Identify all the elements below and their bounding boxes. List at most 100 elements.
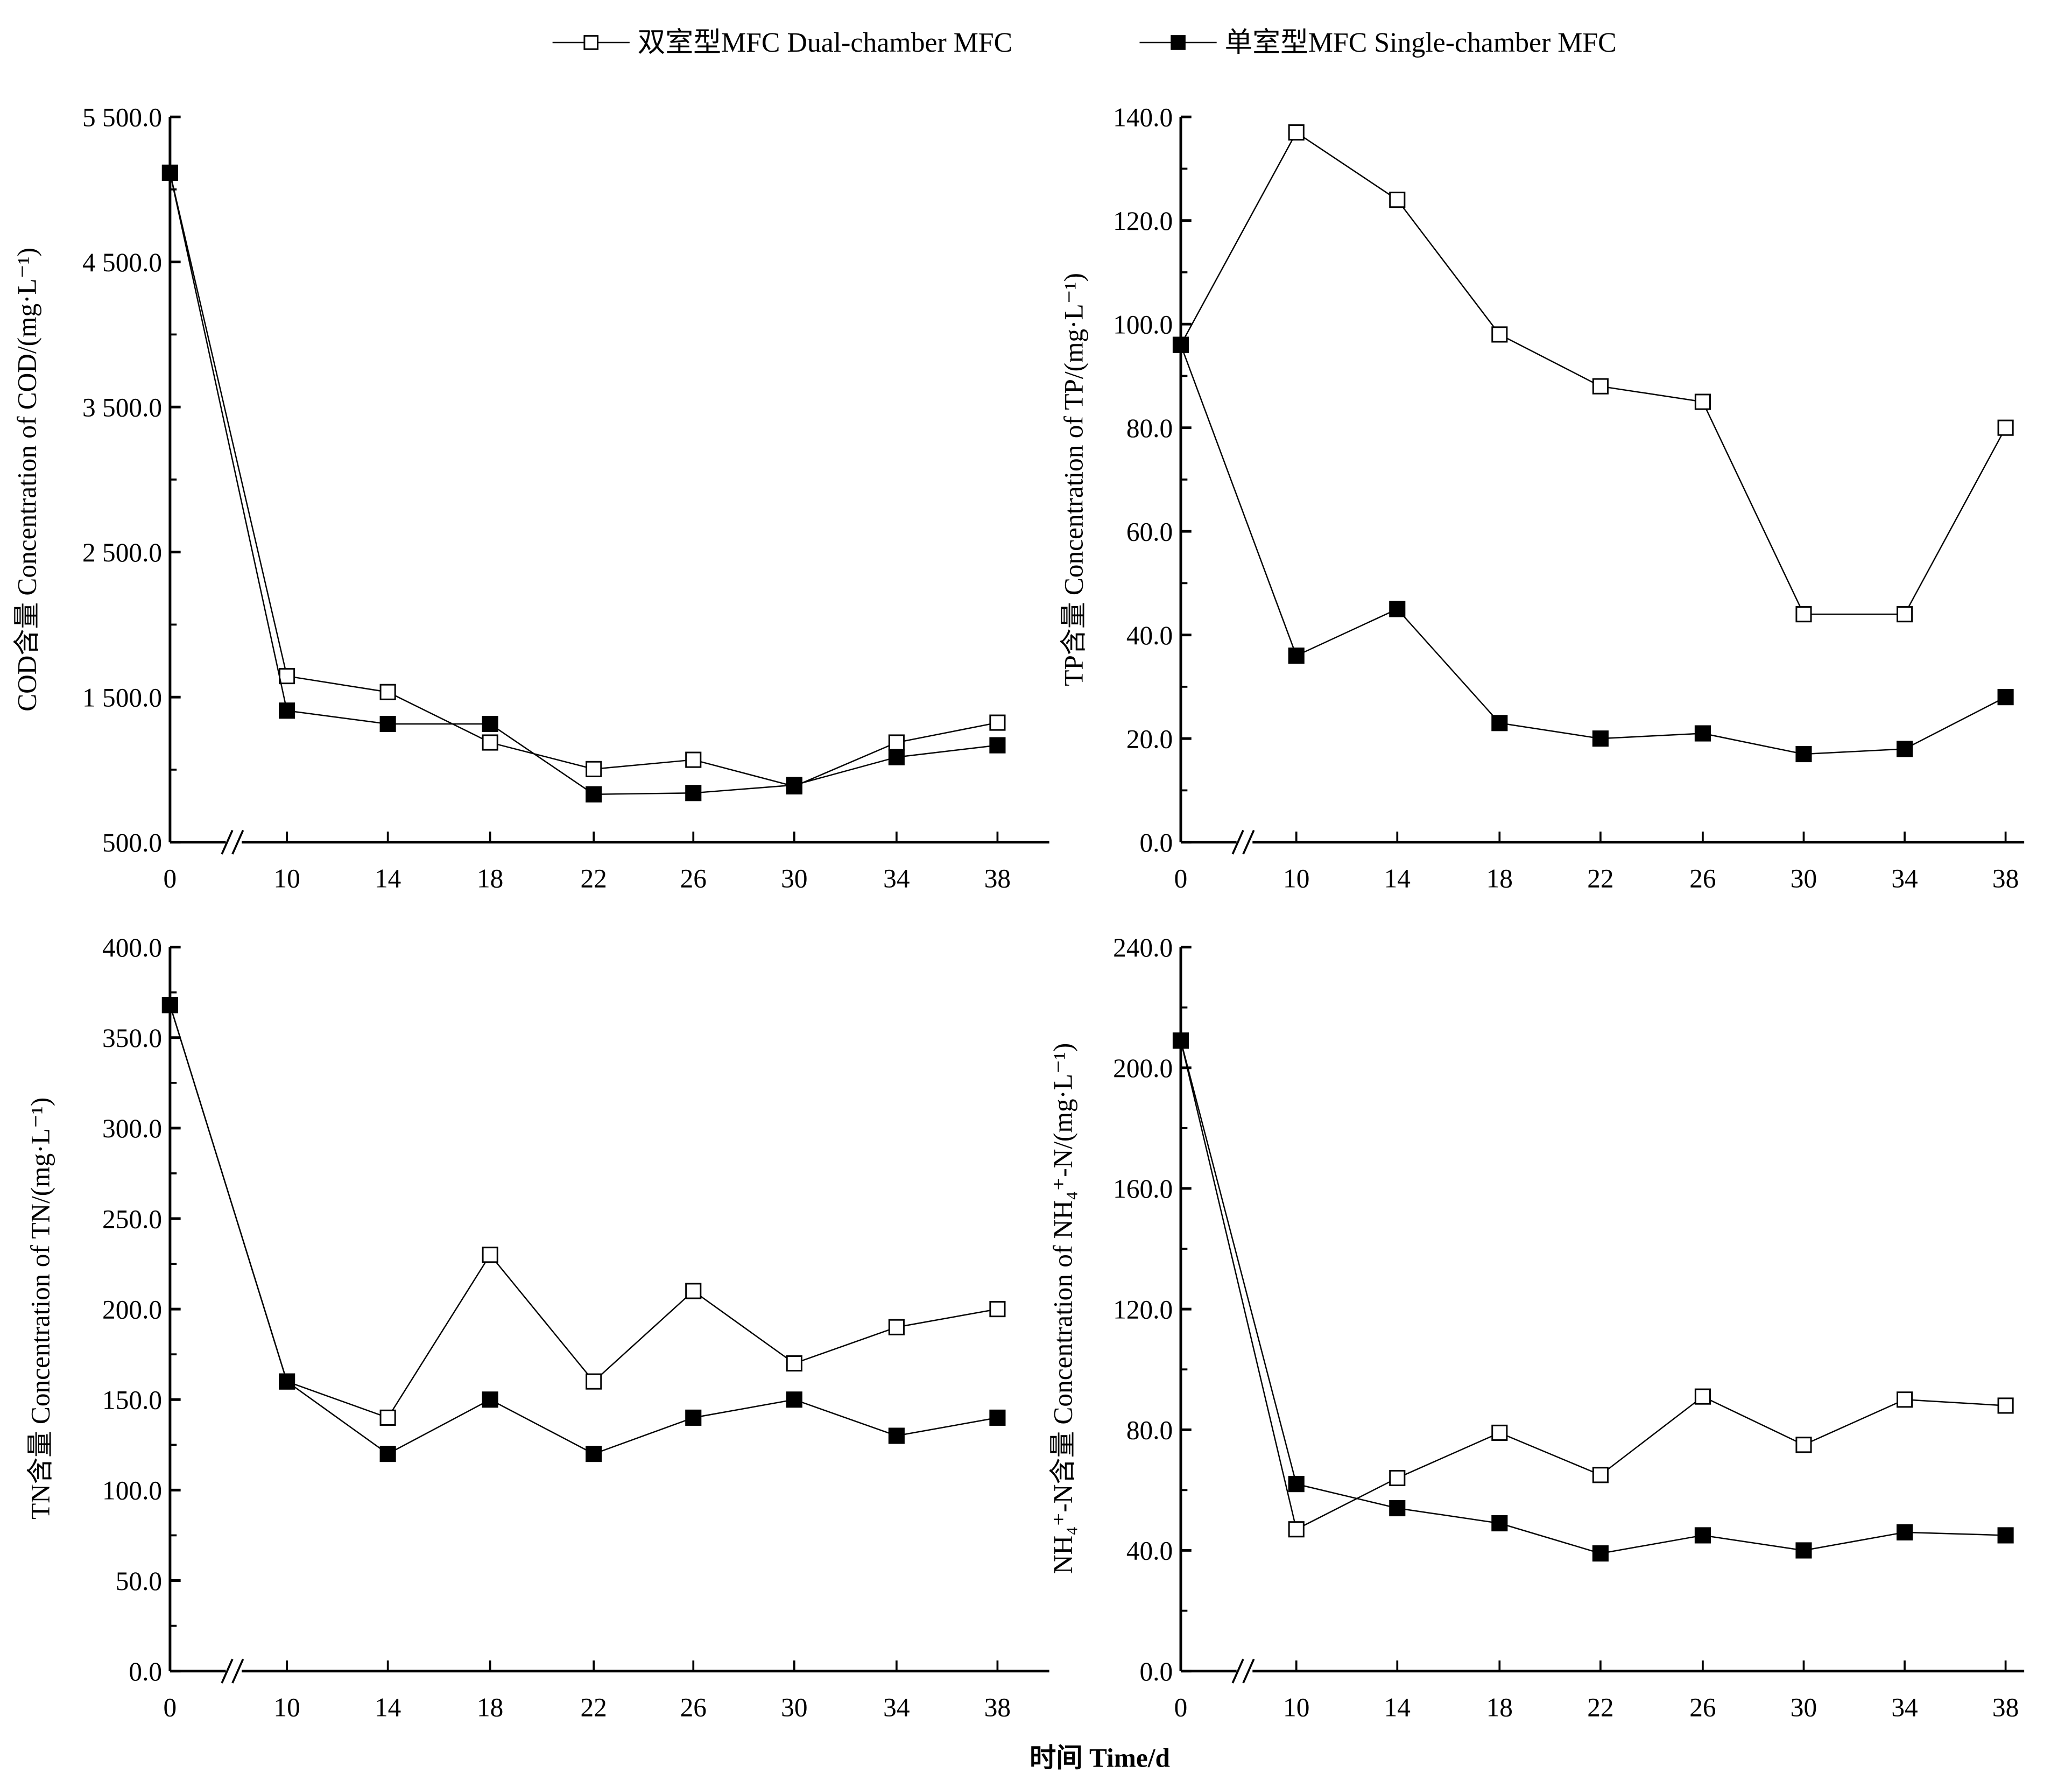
y-tick-label: 200.0 <box>1113 1053 1173 1083</box>
y-tick-label: 120.0 <box>1113 1294 1173 1324</box>
x-tick-label: 14 <box>1384 864 1411 893</box>
x-tick-label: 26 <box>680 864 707 893</box>
data-point-filled <box>482 1391 498 1408</box>
x-tick-label: 38 <box>1992 864 2019 893</box>
data-point-open <box>586 761 602 777</box>
data-point-open <box>685 751 702 768</box>
y-tick-label: 140.0 <box>1113 102 1173 132</box>
data-point-filled <box>1795 745 1812 763</box>
chart-panel-cod: 500.0 1 500.0 2 500.0 3 500.0 4 500.0 5 500.0… <box>12 102 1049 893</box>
x-tick-label: 30 <box>1791 1693 1817 1722</box>
x-tick-label: 18 <box>477 1693 503 1722</box>
x-tick-label: 30 <box>781 864 807 893</box>
y-tick-label: 4 500.0 <box>82 248 162 277</box>
y-tick-label: 80.0 <box>1126 1416 1173 1445</box>
data-point-open <box>482 734 498 751</box>
data-point-filled <box>1997 1527 2014 1544</box>
series-line <box>1180 344 2006 755</box>
data-point-open <box>1389 1469 1406 1487</box>
x-tick-label: 18 <box>477 864 503 893</box>
axis-break-mark <box>221 829 234 855</box>
data-point-filled <box>586 1446 602 1462</box>
series-single-chamber <box>1172 1032 2014 1562</box>
x-tick-label: 34 <box>883 1693 910 1722</box>
legend: 双室型MFC Dual-chamber MFC 单室型MFC Single-ch… <box>552 27 1617 58</box>
legend-label-single: 单室型MFC Single-chamber MFC <box>1224 27 1616 58</box>
x-tick-label: 22 <box>1587 1693 1613 1722</box>
series-dual-chamber <box>161 164 1006 794</box>
x-tick-label: 14 <box>375 1693 401 1722</box>
legend-label-dual: 双室型MFC Dual-chamber MFC <box>638 27 1013 58</box>
data-point-open <box>1694 393 1711 410</box>
series-line <box>169 1004 998 1419</box>
x-tick-label: 10 <box>273 1693 300 1722</box>
data-point-filled <box>482 715 498 733</box>
y-tick-label: 0.0 <box>129 1657 162 1686</box>
data-point-filled <box>1694 725 1711 742</box>
x-tick-label: 14 <box>1384 1693 1411 1722</box>
data-point-open <box>482 1247 498 1263</box>
axis-break-gap <box>225 836 242 848</box>
data-point-filled <box>888 749 905 765</box>
x-tick-label: 30 <box>1791 864 1817 893</box>
data-point-filled <box>989 737 1006 754</box>
data-point-open <box>1896 606 1913 623</box>
data-point-filled <box>1389 1500 1406 1517</box>
data-point-open <box>586 1373 602 1390</box>
data-point-filled <box>161 164 178 181</box>
y-axis-label: TN含量 Concentration of TN/(mg·L⁻¹) <box>25 1097 55 1519</box>
data-point-filled <box>989 1409 1006 1426</box>
x-tick-label: 10 <box>1283 1693 1309 1722</box>
data-point-filled <box>1491 715 1508 731</box>
data-point-open <box>279 668 295 685</box>
data-point-open <box>379 684 396 700</box>
data-point-filled <box>1491 1515 1508 1532</box>
data-point-open <box>1592 1467 1609 1483</box>
x-tick-label: 0 <box>1174 864 1188 893</box>
legend-item-dual: 双室型MFC Dual-chamber MFC <box>552 27 1013 58</box>
series-dual-chamber <box>1172 1032 2014 1538</box>
x-tick-label: 22 <box>1587 864 1613 893</box>
y-tick-label: 500.0 <box>102 828 162 857</box>
data-point-filled <box>379 715 396 733</box>
y-tick-label: 5 500.0 <box>82 102 162 132</box>
data-point-filled <box>1172 336 1189 353</box>
data-point-filled <box>1288 648 1305 664</box>
data-point-filled <box>1592 1545 1609 1562</box>
data-point-open <box>1592 378 1609 395</box>
x-tick-label: 26 <box>1689 1693 1716 1722</box>
data-point-open <box>1491 1424 1508 1441</box>
chart-panel-nh4: 0.0 40.0 80.0 120.0 160.0 200.0 240.0 0 10 14 18 22… <box>1048 933 2025 1722</box>
data-point-filled <box>786 1391 802 1408</box>
x-tick-label: 34 <box>1891 1693 1918 1722</box>
data-point-open <box>1491 326 1508 343</box>
axis-break-mark <box>1242 1658 1255 1684</box>
data-point-open <box>379 1409 396 1426</box>
data-point-open <box>1288 1521 1305 1538</box>
data-point-open <box>786 1355 802 1372</box>
data-point-filled <box>1896 1524 1913 1540</box>
data-point-filled <box>161 997 178 1014</box>
data-point-filled <box>1288 1476 1305 1493</box>
data-point-open <box>1694 1388 1711 1405</box>
x-tick-label: 38 <box>984 864 1011 893</box>
y-tick-label: 120.0 <box>1113 206 1173 236</box>
data-point-filled <box>685 1409 702 1426</box>
x-tick-label: 34 <box>1891 864 1918 893</box>
data-point-filled <box>279 702 295 719</box>
series-dual-chamber <box>1172 124 2014 623</box>
x-tick-label: 18 <box>1486 864 1513 893</box>
x-tick-label: 34 <box>883 864 910 893</box>
series-single-chamber <box>1172 336 2014 763</box>
data-point-open <box>1997 1397 2014 1414</box>
axis-break-mark <box>231 1658 244 1684</box>
y-tick-label: 350.0 <box>102 1023 162 1053</box>
data-point-open <box>1795 1437 1812 1453</box>
data-point-filled <box>279 1373 295 1390</box>
axis-break-mark <box>231 829 244 855</box>
y-tick-label: 20.0 <box>1126 724 1173 754</box>
y-tick-label: 50.0 <box>116 1566 162 1596</box>
data-point-open <box>888 1319 905 1335</box>
x-tick-label: 10 <box>1283 864 1309 893</box>
x-tick-label: 14 <box>375 864 401 893</box>
